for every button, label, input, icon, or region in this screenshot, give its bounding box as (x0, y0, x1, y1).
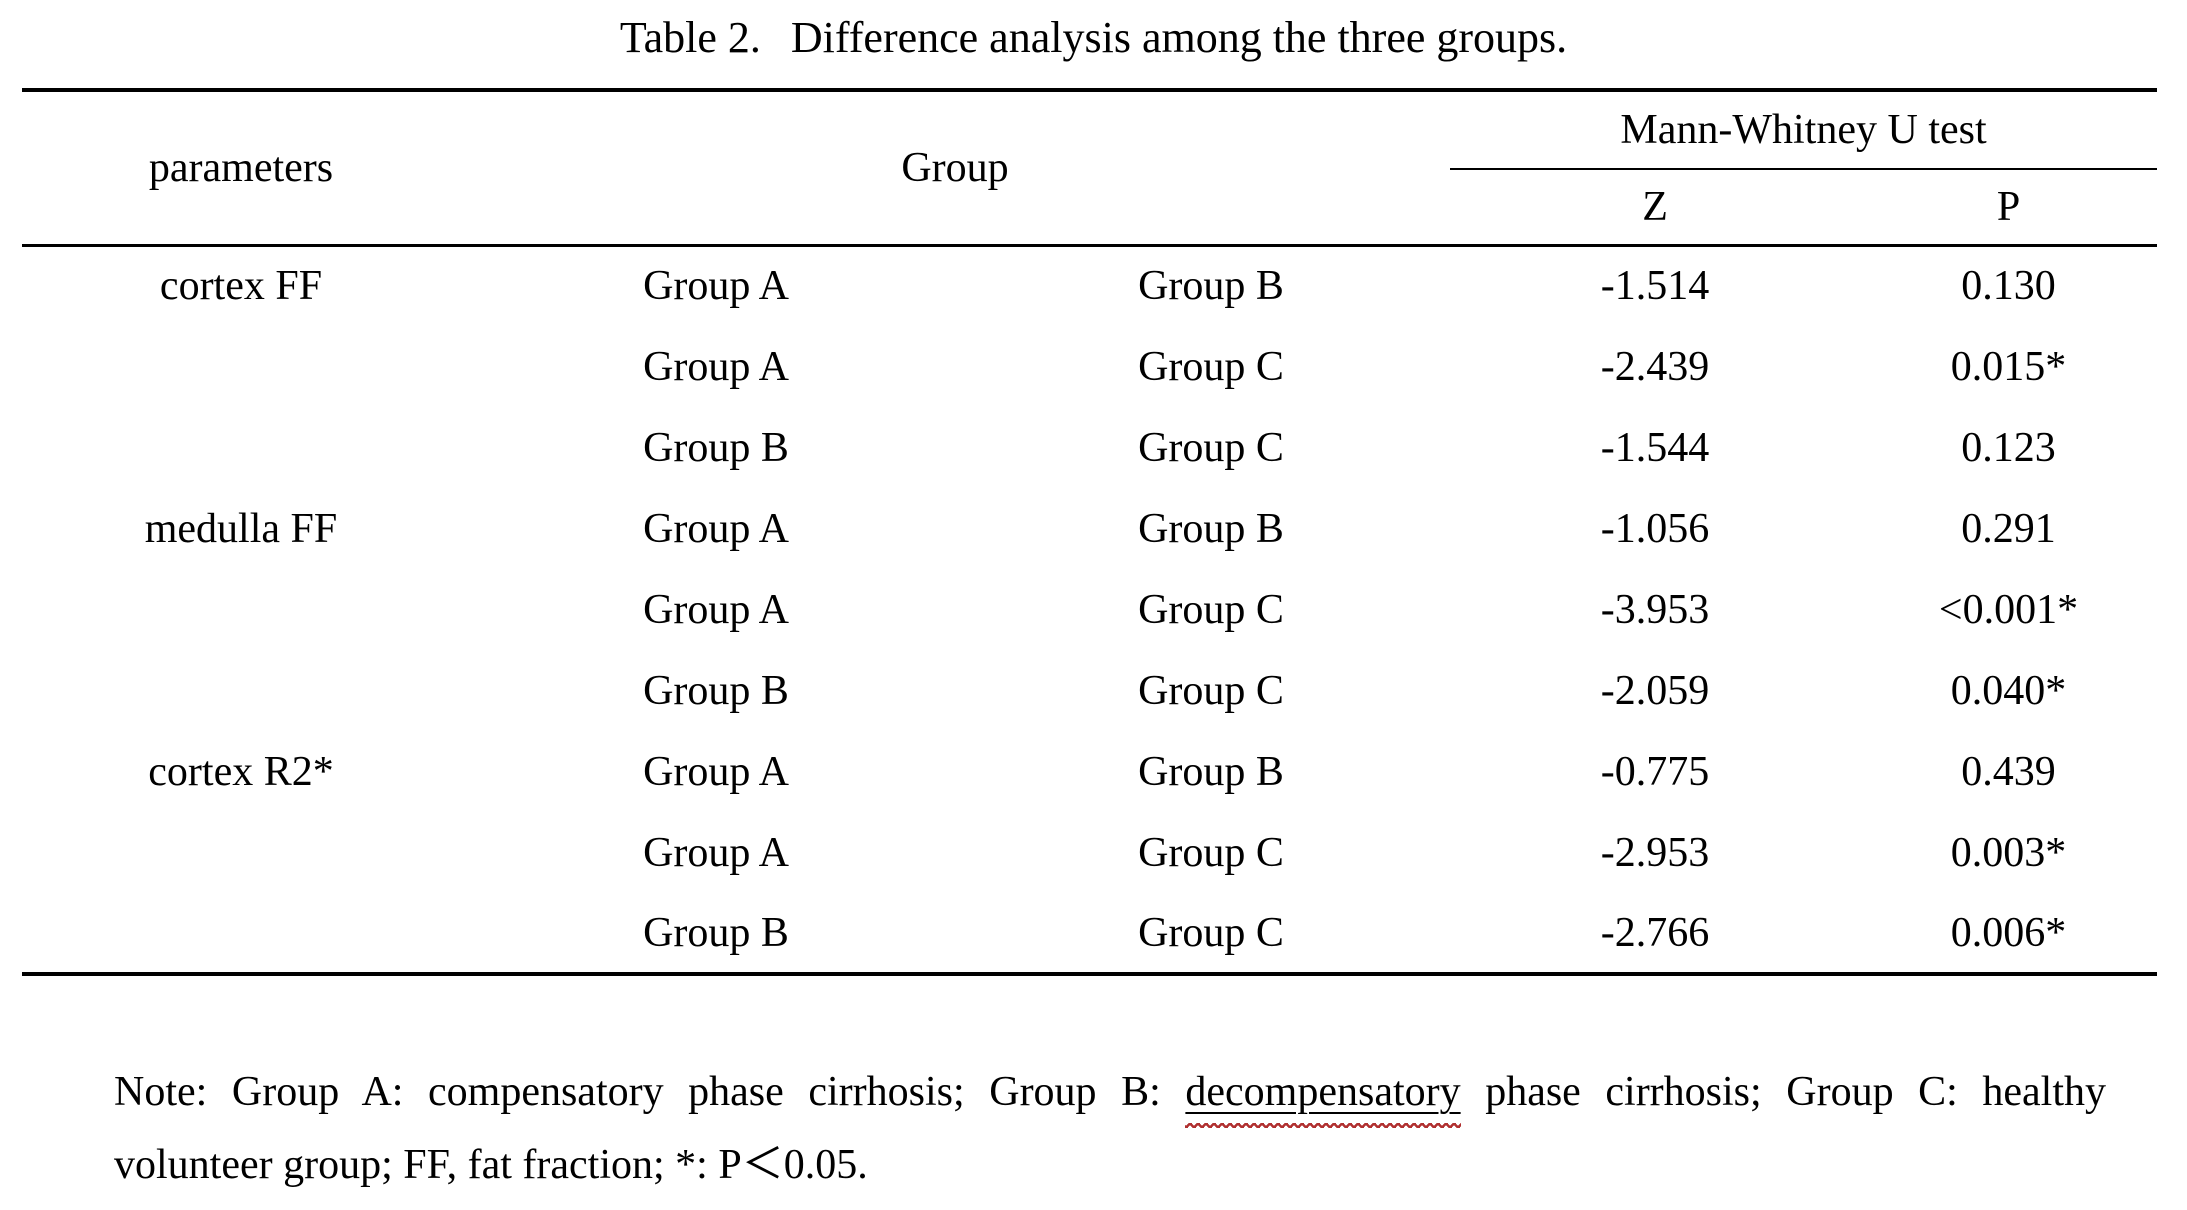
spellcheck-squiggle-icon (1185, 1123, 1461, 1128)
difference-analysis-table: parameters Group Mann-Whitney U test Z P… (22, 88, 2158, 976)
misspelled-word-text: decompensatory (1185, 1069, 1461, 1115)
cell-parameter: medulla FF (144, 505, 338, 552)
misspelled-word: decompensatory (1185, 1069, 1461, 1128)
cell-z-value: -0.775 (1600, 748, 1710, 795)
cell-z-value: -2.439 (1600, 343, 1710, 390)
cell-group-2: Group C (1138, 829, 1284, 876)
table-header: parameters Group Mann-Whitney U test Z P (22, 90, 2158, 245)
header-row-sub: Z P (22, 169, 2157, 245)
table-row: Group A Group C -2.953 0.003* (22, 812, 2157, 893)
table-row: cortex R2* Group A Group B -0.775 0.439 (22, 731, 2157, 812)
table-caption: Table 2. Difference analysis among the th… (0, 10, 2187, 66)
cell-z-value: -1.544 (1600, 424, 1710, 471)
table-row: Group A Group C -3.953 <0.001* (22, 569, 2157, 650)
cell-group-2: Group B (1138, 748, 1284, 795)
cell-parameter (22, 407, 460, 488)
cell-parameter (22, 326, 460, 407)
header-group: Group (901, 144, 1009, 191)
cell-z-value: -2.766 (1600, 909, 1710, 956)
cell-z-value: -1.514 (1600, 263, 1710, 310)
cell-group-1: Group B (643, 667, 789, 714)
header-row-top: parameters Group Mann-Whitney U test (22, 90, 2158, 191)
note-text-post: phase cirrhosis; Group C: healthy (1460, 1069, 2107, 1115)
table-caption-number: Table 2. (619, 13, 761, 62)
cell-parameter (22, 650, 460, 731)
cell-group-2: Group C (1138, 343, 1284, 390)
cell-p-value: 0.040* (1950, 667, 2067, 714)
cell-group-2: Group C (1138, 586, 1284, 633)
cell-group-1: Group A (643, 343, 789, 390)
cell-p-value: 0.439 (1961, 748, 2056, 795)
table-body: cortex FF Group A Group B -1.514 0.130 G… (22, 245, 2157, 974)
cell-p-value: 0.003* (1950, 829, 2067, 876)
cell-p-value: 0.006* (1950, 909, 2067, 956)
cell-group-1: Group A (643, 263, 789, 310)
cell-group-1: Group A (643, 505, 789, 552)
cell-group-2: Group C (1138, 909, 1284, 956)
table-row: Group B Group C -1.544 0.123 (22, 407, 2157, 488)
header-mann-whitney: Mann-Whitney U test (1450, 90, 2158, 170)
cell-group-2: Group C (1138, 424, 1284, 471)
table-note: Note: Group A: compensatory phase cirrho… (114, 1056, 2106, 1202)
cell-parameter (22, 893, 460, 974)
cell-z-value: -2.059 (1600, 667, 1710, 714)
note-text-pre: Note: Group A: compensatory phase cirrho… (114, 1069, 1186, 1115)
header-parameters: parameters (148, 144, 334, 191)
cell-p-value: <0.001* (1938, 586, 2079, 633)
table-row: medulla FF Group A Group B -1.056 0.291 (22, 488, 2157, 569)
table-row: Group A Group C -2.439 0.015* (22, 326, 2157, 407)
cell-parameter (22, 569, 460, 650)
cell-group-1: Group A (643, 748, 789, 795)
cell-group-2: Group B (1138, 263, 1284, 310)
cell-z-value: -3.953 (1600, 586, 1710, 633)
cell-parameter (22, 812, 460, 893)
cell-group-1: Group B (643, 909, 789, 956)
cell-group-1: Group A (643, 829, 789, 876)
header-z: Z (1642, 183, 1668, 230)
cell-parameter: cortex R2* (148, 748, 334, 795)
cell-p-value: 0.123 (1961, 424, 2056, 471)
cell-group-1: Group A (643, 586, 789, 633)
header-p: P (1996, 183, 2021, 230)
cell-group-2: Group B (1138, 505, 1284, 552)
table-row: Group B Group C -2.059 0.040* (22, 650, 2157, 731)
cell-group-2: Group C (1138, 667, 1284, 714)
cell-z-value: -1.056 (1600, 505, 1710, 552)
cell-p-value: 0.130 (1961, 263, 2056, 310)
cell-parameter: cortex FF (159, 263, 323, 310)
cell-group-1: Group B (643, 424, 789, 471)
cell-p-value: 0.015* (1950, 343, 2067, 390)
cell-z-value: -2.953 (1600, 829, 1710, 876)
table-row: Group B Group C -2.766 0.006* (22, 893, 2157, 974)
note-line-2: volunteer group; FF, fat fraction; *: P＜… (114, 1142, 868, 1188)
table-row: cortex FF Group A Group B -1.514 0.130 (22, 245, 2157, 326)
cell-p-value: 0.291 (1961, 505, 2056, 552)
note-line-1: Note: Group A: compensatory phase cirrho… (114, 1056, 2106, 1129)
table-caption-text: Difference analysis among the three grou… (790, 13, 1568, 62)
